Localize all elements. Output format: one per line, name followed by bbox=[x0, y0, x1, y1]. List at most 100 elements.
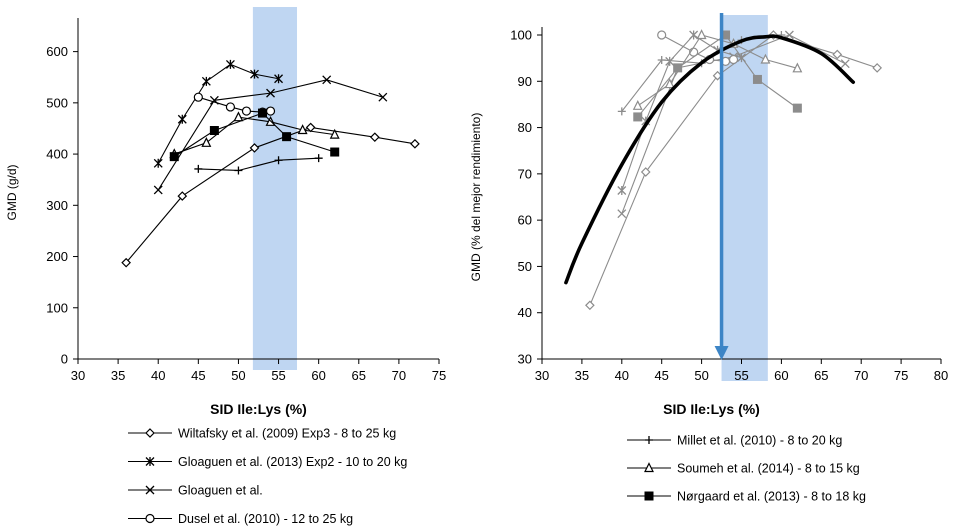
right-data-point bbox=[673, 63, 683, 73]
left-x-tick-label: 55 bbox=[271, 368, 285, 383]
right-legend-entry: Soumeh et al. (2014) - 8 to 15 kg bbox=[627, 462, 860, 476]
right-x-tick-label: 50 bbox=[694, 368, 708, 383]
left-data-point bbox=[153, 185, 163, 195]
right-data-point-shape bbox=[617, 107, 626, 116]
left-data-point-shape bbox=[177, 114, 187, 124]
left-data-point-shape bbox=[153, 158, 163, 168]
left-data-point bbox=[266, 88, 275, 98]
right-data-point-shape bbox=[617, 186, 627, 196]
left-data-point-shape bbox=[194, 164, 203, 173]
left-y-axis-title: GMD (g/d) bbox=[5, 164, 19, 220]
left-data-point bbox=[201, 136, 212, 147]
right-data-point bbox=[657, 55, 666, 64]
left-data-point bbox=[249, 143, 260, 153]
left-series-line bbox=[174, 116, 335, 155]
right-data-point-shape bbox=[665, 56, 675, 66]
left-series-line bbox=[198, 157, 319, 172]
left-data-point-shape bbox=[121, 257, 131, 268]
right-data-point bbox=[640, 167, 651, 177]
left-data-point-shape bbox=[201, 76, 211, 86]
chart-left: 30 35 40 45 50 55 60 65 70 75 0 100 200 300 400 500 600 S… bbox=[5, 7, 446, 417]
left-data-point bbox=[209, 126, 219, 136]
left-data-point bbox=[194, 164, 203, 173]
right-data-point bbox=[872, 63, 883, 73]
left-x-tick-label: 30 bbox=[71, 368, 85, 383]
left-y-tick-label: 100 bbox=[46, 300, 68, 315]
left-data-point-shape bbox=[274, 74, 284, 84]
left-data-point-shape bbox=[234, 166, 243, 175]
right-data-point-shape bbox=[752, 74, 762, 84]
right-y-tick-label: 50 bbox=[518, 259, 532, 274]
left-data-point bbox=[225, 102, 236, 112]
right-legend-entry: Nørgaard et al. (2013) - 8 to 18 kg bbox=[627, 490, 866, 504]
right-y-tick-label: 60 bbox=[518, 213, 532, 228]
left-data-point-shape bbox=[225, 102, 236, 112]
right-data-point bbox=[760, 53, 771, 64]
right-data-point bbox=[633, 112, 643, 122]
right-y-tick-label: 70 bbox=[518, 166, 532, 181]
right-data-point bbox=[657, 30, 667, 40]
right-data-point-shape bbox=[696, 29, 707, 40]
right-data-point-shape bbox=[657, 55, 666, 64]
left-legend-marker bbox=[145, 485, 155, 495]
left-legend-entry: Dusel et al. (2010) - 12 to 25 kg bbox=[128, 512, 353, 526]
left-data-point bbox=[201, 76, 211, 86]
left-data-point-shape bbox=[193, 92, 203, 102]
right-highlight-band bbox=[721, 15, 768, 381]
right-data-point-shape bbox=[728, 54, 739, 65]
right-data-point-shape bbox=[872, 63, 883, 73]
right-data-point bbox=[617, 209, 627, 219]
right-data-point-shape bbox=[657, 30, 667, 40]
right-series-line bbox=[637, 34, 798, 107]
left-data-point bbox=[410, 138, 420, 149]
right-data-point-shape bbox=[792, 103, 802, 113]
left-data-point bbox=[322, 75, 332, 85]
left-data-point bbox=[121, 257, 131, 268]
right-legend-marker-shape bbox=[644, 491, 654, 501]
left-data-point-shape bbox=[250, 69, 259, 79]
left-data-point-shape bbox=[297, 124, 308, 135]
right-optimum-arrow-head bbox=[714, 346, 729, 360]
right-y-tick-label: 80 bbox=[518, 120, 532, 135]
left-data-point bbox=[258, 108, 268, 118]
left-legend-marker-shape bbox=[145, 457, 155, 466]
left-data-point-shape bbox=[153, 185, 163, 195]
left-x-tick-label: 40 bbox=[151, 368, 165, 383]
left-legend-label: Dusel et al. (2010) - 12 to 25 kg bbox=[178, 512, 353, 526]
right-legend-entry: Millet et al. (2010) - 8 to 20 kg bbox=[627, 434, 842, 448]
right-fitted-curve bbox=[564, 34, 856, 285]
left-data-point-shape bbox=[209, 126, 219, 136]
left-data-point-shape bbox=[314, 154, 323, 163]
left-data-point-shape bbox=[282, 132, 292, 142]
left-legend-marker-shape bbox=[145, 485, 155, 495]
left-legend-marker bbox=[145, 513, 155, 524]
right-x-tick-label: 80 bbox=[934, 368, 948, 383]
left-data-point bbox=[265, 106, 276, 116]
right-data-point bbox=[728, 54, 739, 65]
left-legend-marker bbox=[145, 428, 155, 438]
right-data-point-shape bbox=[585, 300, 595, 311]
left-data-point-shape bbox=[241, 106, 252, 116]
left-legend-entry: Gloaguen et al. (2013) Exp2 - 10 to 20 k… bbox=[128, 455, 407, 469]
right-x-tick-label: 30 bbox=[535, 368, 549, 383]
right-data-point-shape bbox=[832, 49, 843, 60]
left-legend-entry: Gloaguen et al. bbox=[128, 484, 263, 498]
left-y-tick-label: 400 bbox=[46, 147, 68, 162]
left-x-tick-label: 35 bbox=[111, 368, 125, 383]
right-data-point-shape bbox=[673, 63, 683, 73]
left-legend-marker-shape bbox=[145, 428, 155, 438]
left-data-point-shape bbox=[330, 147, 340, 157]
left-data-point-shape bbox=[378, 92, 388, 102]
left-x-tick-label: 60 bbox=[311, 368, 325, 383]
left-x-axis-title: SID Ile:Lys (%) bbox=[210, 401, 307, 417]
left-data-point-shape bbox=[249, 143, 260, 153]
left-y-tick-label: 500 bbox=[46, 95, 68, 110]
right-x-axis-title: SID Ile:Lys (%) bbox=[663, 401, 760, 417]
legend-left: Wiltafsky et al. (2009) Exp3 - 8 to 25 k… bbox=[128, 427, 407, 526]
right-legend-marker bbox=[644, 491, 654, 501]
right-x-tick-label: 35 bbox=[575, 368, 589, 383]
left-data-point-shape bbox=[258, 108, 268, 118]
right-data-point-shape bbox=[664, 78, 675, 89]
right-data-point-shape bbox=[632, 99, 643, 110]
